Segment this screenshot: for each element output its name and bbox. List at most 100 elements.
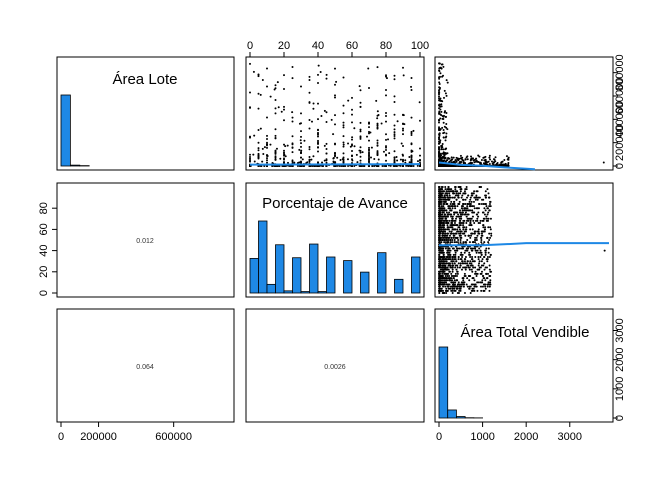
point-1-2	[351, 97, 353, 99]
point-2-3	[449, 277, 451, 279]
point-2-3	[465, 241, 467, 243]
hist-area-total-bar	[439, 347, 448, 418]
point-1-3	[438, 148, 440, 150]
diag-title-porcentaje: Porcentaje de Avance	[262, 195, 408, 212]
point-2-3	[439, 207, 441, 209]
point-1-2	[309, 148, 311, 150]
point-2-3	[464, 192, 466, 194]
point-1-2	[334, 123, 336, 125]
point-2-3	[458, 233, 460, 235]
point-2-3	[489, 284, 491, 286]
point-2-3	[481, 231, 483, 233]
point-1-2	[394, 101, 396, 103]
hist-porcentaje-bar	[301, 292, 310, 293]
right-axis-area-total-tick-label: 0	[614, 415, 626, 421]
point-1-2	[343, 124, 345, 126]
point-2-3	[481, 254, 483, 256]
point-2-3	[447, 226, 449, 228]
point-2-3	[481, 264, 483, 266]
point-2-3	[457, 273, 459, 275]
point-2-3	[453, 241, 455, 243]
point-1-2	[262, 148, 264, 150]
point-2-3	[484, 214, 486, 216]
point-1-3	[507, 162, 509, 164]
point-1-2	[400, 159, 402, 161]
point-2-3	[489, 203, 491, 205]
point-1-2	[332, 157, 334, 159]
point-1-2	[270, 96, 272, 98]
point-2-3	[454, 239, 456, 241]
point-2-3	[451, 197, 453, 199]
point-1-2	[254, 160, 256, 162]
point-1-2	[388, 152, 390, 154]
point-2-3	[472, 228, 474, 230]
point-1-2	[351, 154, 353, 156]
point-2-3	[459, 267, 461, 269]
point-2-3	[464, 258, 466, 260]
point-2-3	[463, 203, 465, 205]
point-2-3	[456, 211, 458, 213]
point-2-3	[438, 292, 440, 294]
point-1-2	[411, 155, 413, 157]
point-2-3	[457, 267, 459, 269]
point-1-2	[292, 117, 294, 119]
point-1-2	[266, 86, 268, 88]
point-2-3	[440, 220, 442, 222]
point-2-3	[466, 203, 468, 205]
point-2-3	[452, 228, 454, 230]
point-1-2	[360, 122, 362, 124]
point-2-3	[459, 188, 461, 190]
point-1-2	[360, 129, 362, 131]
point-1-2	[347, 100, 349, 102]
point-1-3	[438, 141, 440, 143]
point-1-2	[385, 155, 387, 157]
point-2-3	[447, 197, 449, 199]
point-1-3	[442, 66, 444, 68]
point-2-3	[457, 194, 459, 196]
point-1-2	[333, 161, 335, 163]
point-2-3	[475, 190, 477, 192]
point-2-3	[486, 284, 488, 286]
point-2-3	[462, 267, 464, 269]
point-1-2	[334, 94, 336, 96]
point-1-3	[438, 122, 440, 124]
point-2-3	[446, 220, 448, 222]
point-2-3	[438, 277, 440, 279]
point-2-3	[471, 201, 473, 203]
point-1-2	[402, 133, 404, 135]
point-1-3	[445, 139, 447, 141]
point-2-3	[464, 250, 466, 252]
top-axis-porcentaje-tick-label: 20	[278, 40, 290, 52]
point-1-2	[394, 133, 396, 135]
point-1-2	[377, 140, 379, 142]
point-2-3	[480, 267, 482, 269]
point-2-3	[478, 233, 480, 235]
point-2-3	[453, 277, 455, 279]
hist-porcentaje-bar	[284, 291, 293, 293]
point-2-3	[485, 203, 487, 205]
point-2-3	[476, 197, 478, 199]
point-2-3	[456, 275, 458, 277]
point-2-3	[478, 222, 480, 224]
point-1-2	[368, 147, 370, 149]
point-2-3	[438, 205, 440, 207]
point-2-3	[473, 205, 475, 207]
point-2-3	[462, 226, 464, 228]
point-1-2	[396, 156, 398, 158]
point-2-3	[440, 290, 442, 292]
point-2-3	[472, 216, 474, 218]
point-2-3	[456, 279, 458, 281]
point-1-2	[269, 144, 271, 146]
point-1-2	[358, 150, 360, 152]
point-1-2	[354, 145, 356, 147]
point-2-3	[490, 235, 492, 237]
point-1-2	[402, 145, 404, 147]
point-1-3	[443, 97, 445, 99]
point-1-2	[266, 162, 268, 164]
point-2-3	[449, 284, 451, 286]
point-1-2	[387, 138, 389, 140]
point-1-3	[506, 155, 508, 157]
point-2-3	[440, 241, 442, 243]
point-1-2	[320, 71, 322, 73]
point-1-2	[402, 165, 404, 167]
